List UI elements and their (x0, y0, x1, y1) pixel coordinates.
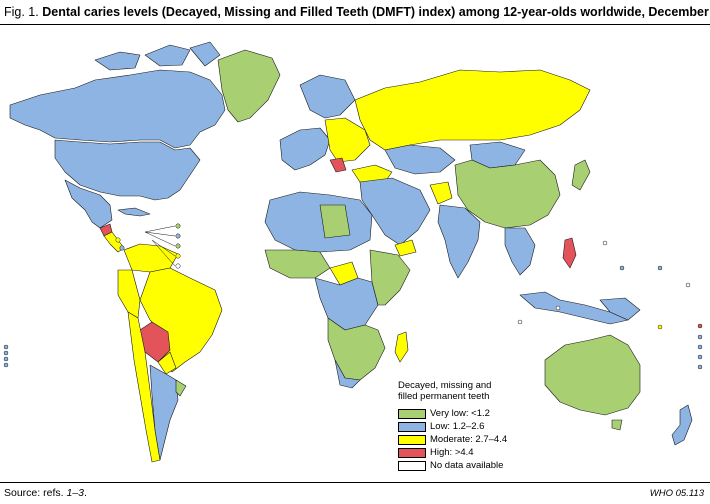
island-marker (517, 319, 523, 325)
legend-title: Decayed, missing and filled permanent te… (398, 380, 518, 402)
region-peru (117, 269, 141, 319)
region-balkans (329, 157, 347, 173)
island-marker (697, 354, 703, 360)
region-yemen (394, 239, 417, 257)
region-eastern-europe (324, 117, 371, 163)
region-japan (571, 159, 591, 191)
legend-item-low: Low: 1.2–2.6 (398, 420, 518, 433)
island-marker (555, 305, 561, 311)
region-tasmania (611, 419, 623, 431)
region-papua (599, 297, 641, 321)
legend: Decayed, missing and filled permanent te… (398, 380, 518, 472)
region-kazakhstan (384, 144, 456, 175)
legend-title-line-2: filled permanent teeth (398, 391, 490, 402)
source-prefix: Source: refs. (4, 487, 67, 499)
region-east-africa (369, 249, 411, 306)
island-marker (3, 350, 9, 356)
legend-item-moderate: Moderate: 2.7–4.4 (398, 433, 518, 446)
legend-swatch (398, 447, 426, 458)
region-west-africa (264, 249, 331, 279)
title-text: Dental caries levels (Decayed, Missing a… (42, 5, 710, 19)
island-marker (697, 323, 703, 329)
island-marker (685, 282, 691, 288)
region-mexico (64, 179, 113, 229)
region-western-europe (279, 127, 331, 171)
bottom-rule (0, 482, 710, 483)
region-south-africa (334, 359, 361, 389)
region-madagascar (394, 331, 409, 363)
region-china (454, 159, 561, 229)
source-suffix: . (83, 487, 87, 499)
region-usa (54, 139, 201, 201)
map-title: Fig. 1. Dental caries levels (Decayed, M… (4, 4, 710, 20)
region-north-africa (264, 191, 373, 253)
world-map (3, 41, 703, 463)
legend-label: Moderate: 2.7–4.4 (430, 434, 508, 445)
region-greenland (217, 49, 281, 123)
island-marker (3, 362, 9, 368)
region-southern-africa (327, 317, 386, 381)
region-canada (9, 69, 226, 149)
document-code: WHO 05.113 (649, 488, 704, 499)
island-marker (175, 263, 181, 269)
region-colombia-venezuela (123, 243, 179, 273)
island-marker (3, 356, 9, 362)
legend-item-high: High: >4.4 (398, 446, 518, 459)
region-russia (354, 69, 591, 151)
region-philippines (562, 237, 577, 269)
island-marker (697, 364, 703, 370)
region-india (437, 204, 481, 279)
region-middle-east (359, 177, 431, 246)
legend-item-very-low: Very low: <1.2 (398, 407, 518, 420)
island-marker (657, 324, 663, 330)
island-marker (175, 253, 181, 259)
legend-title-line-1: Decayed, missing and (398, 380, 492, 391)
region-libya (319, 204, 351, 239)
region-new-zealand (671, 404, 693, 446)
region-australia (544, 334, 641, 416)
legend-swatch (398, 408, 426, 419)
island-marker (115, 237, 121, 243)
region-central-africa (314, 277, 379, 331)
source-refs: 1–3 (66, 487, 84, 499)
island-marker (697, 334, 703, 340)
region-arctic-islands (94, 41, 221, 71)
island-marker (175, 233, 181, 239)
island-marker (657, 265, 663, 271)
figure-number: Fig. 1. (4, 5, 39, 19)
island-marker (175, 243, 181, 249)
region-cuba (117, 207, 151, 217)
region-turkey (351, 164, 393, 183)
legend-label: No data available (430, 460, 504, 471)
legend-swatch (398, 421, 426, 432)
legend-swatch (398, 434, 426, 445)
island-marker (3, 344, 9, 350)
region-argentina (149, 364, 179, 461)
legend-swatch (398, 460, 426, 471)
region-southeast-asia (504, 227, 536, 276)
legend-label: High: >4.4 (430, 447, 474, 458)
region-paraguay (157, 351, 177, 375)
legend-label: Low: 1.2–2.6 (430, 421, 485, 432)
island-marker (619, 265, 625, 271)
region-afghanistan (429, 181, 453, 205)
caribbean-leader-lines (144, 225, 176, 267)
top-rule (0, 24, 710, 25)
legend-label: Very low: <1.2 (430, 408, 490, 419)
source-note: Source: refs. 1–3. (4, 487, 87, 499)
island-marker (602, 240, 608, 246)
island-marker (697, 344, 703, 350)
island-marker (175, 223, 181, 229)
region-uruguay (175, 379, 187, 397)
region-scandinavia (299, 74, 356, 119)
island-marker (119, 245, 125, 251)
legend-item-no-data: No data available (398, 459, 518, 472)
